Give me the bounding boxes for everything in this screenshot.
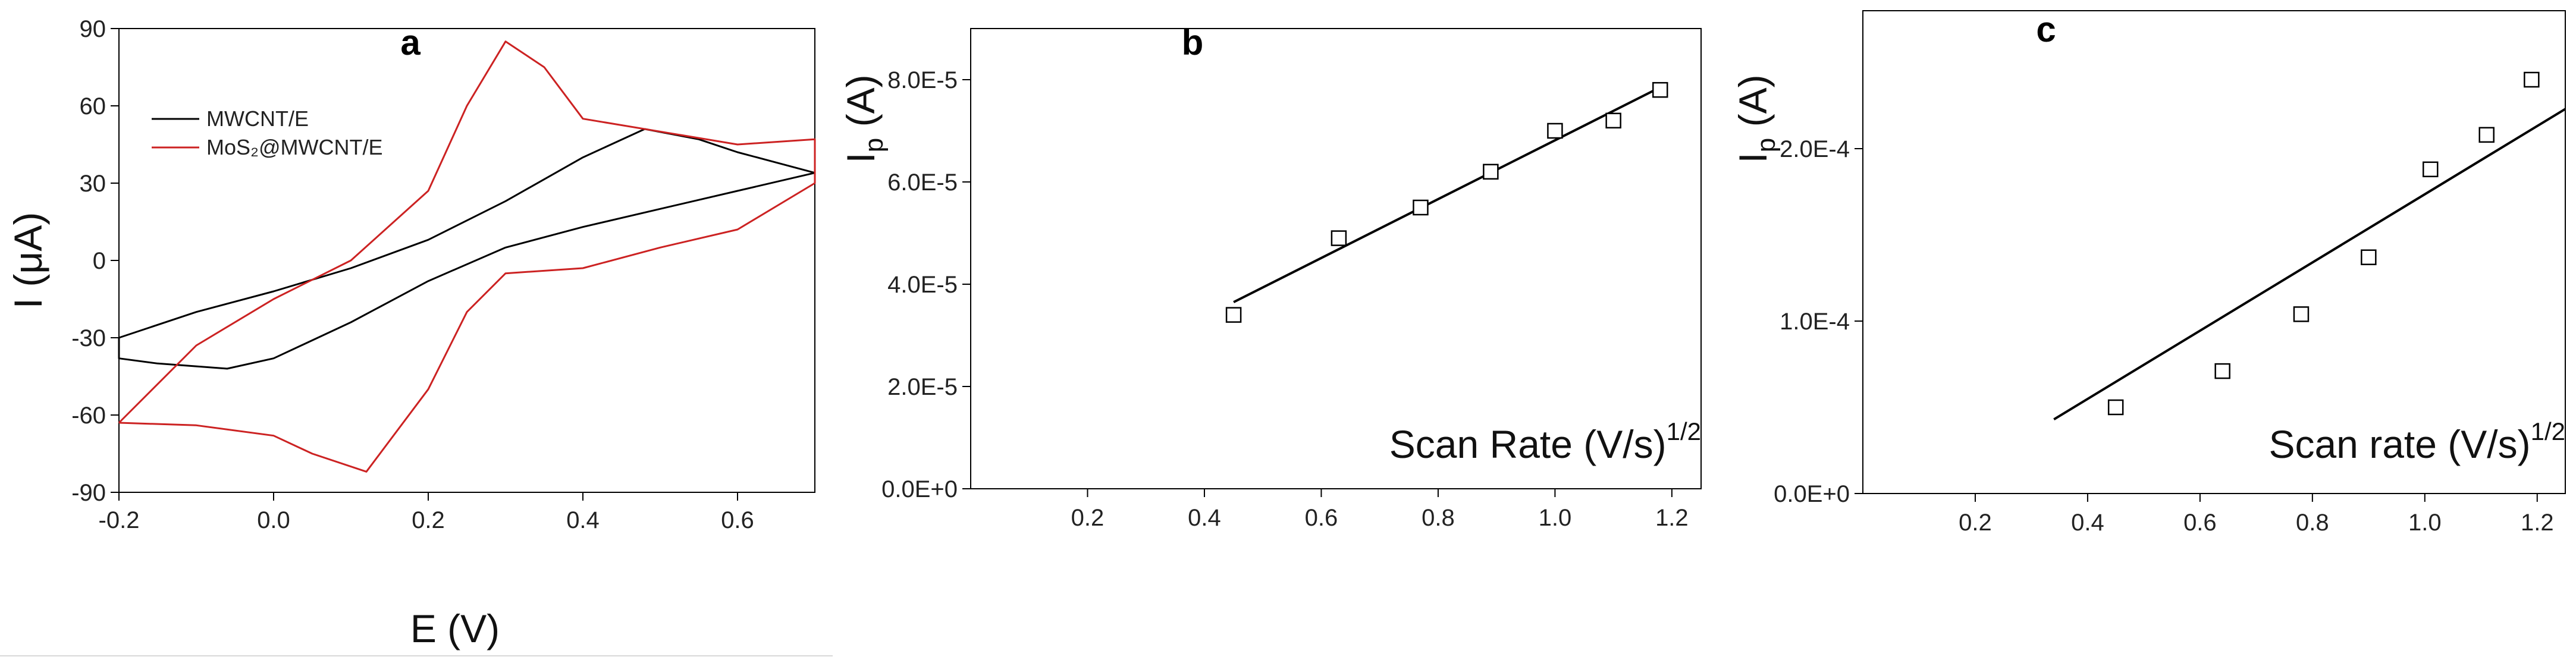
data-point	[2524, 71, 2540, 88]
scan-rate-chart-c: 0.2 0.4 0.6 0.8 1.0 1.2 0.0E+0 1.0E-4 2.0E-4 c Ip …	[1731, 10, 2566, 536]
x-tick-label: 0.0	[257, 507, 290, 533]
legend-label: MWCNT/E	[206, 106, 309, 131]
x-tick-label: 0.4	[2071, 510, 2104, 536]
y-tick-label: 0	[93, 248, 106, 274]
y-tick-label: 0.0E+0	[881, 476, 958, 502]
series-line-mwcnt	[118, 128, 816, 370]
y-tick-label: 2.0E-5	[887, 374, 958, 400]
y-tick-label: 90	[80, 16, 106, 42]
x-tick-label: 1.2	[1655, 505, 1689, 531]
y-axis-title-main: I	[1731, 152, 1775, 163]
y-tick-label: 4.0E-5	[887, 272, 958, 298]
y-tick-label: 1.0E-4	[1780, 309, 1850, 335]
data-point	[1652, 81, 1668, 98]
y-tick-label: -90	[71, 480, 106, 506]
y-axis-title: Ip (A)	[839, 74, 889, 163]
y-axis-title: Ip (A)	[1731, 74, 1781, 163]
data-point	[2293, 306, 2310, 322]
y-tick-label: 2.0E-4	[1780, 136, 1850, 162]
panel-c: 0.2 0.4 0.6 0.8 1.0 1.2 0.0E+0 1.0E-4 2.0E-4 c Ip …	[1725, 0, 2576, 660]
x-tick-label: 0.6	[721, 507, 754, 533]
x-axis-title: Scan rate (V/s)1/2	[2268, 417, 2565, 466]
y-tick-label: 0.0E+0	[1774, 481, 1850, 507]
x-tick-label: 0.6	[1305, 505, 1338, 531]
x-tick-label: 1.0	[2408, 510, 2442, 536]
x-tick-label: 1.0	[1539, 505, 1572, 531]
series-line-mos2-mwcnt	[118, 40, 816, 473]
x-tick-label: 1.2	[2521, 510, 2554, 536]
panel-letter-a: a	[400, 23, 421, 62]
data-point	[2422, 161, 2439, 178]
y-axis-title-unit: (A)	[1731, 74, 1775, 137]
cv-chart: -0.2 0.0 0.2 0.4 0.6 -90 -60 -30 0 30 60 90 MWCNT/E M…	[6, 16, 816, 650]
fit-line	[1233, 86, 1661, 303]
data-point	[1547, 122, 1563, 139]
data-point	[2107, 399, 2124, 416]
x-tick-label: 0.2	[412, 507, 445, 533]
plot-frame	[970, 28, 1702, 489]
y-tick-label: 30	[80, 171, 106, 197]
data-point	[2478, 127, 2495, 143]
legend-label: MoS₂@MWCNT/E	[206, 135, 383, 159]
scan-rate-chart-b: 0.2 0.4 0.6 0.8 1.0 1.2 0.0E+0 2.0E-5 4.0E-5 6.0E…	[839, 23, 1702, 531]
x-axis-title-superscript: 1/2	[2531, 417, 2565, 445]
panel-letter-b: b	[1182, 23, 1204, 62]
data-point	[1331, 230, 1347, 246]
x-axis-title: Scan Rate (V/s)1/2	[1389, 417, 1701, 466]
x-tick-label: 0.6	[2183, 510, 2217, 536]
y-tick-label: 6.0E-5	[887, 169, 958, 196]
y-tick-label: 8.0E-5	[887, 67, 958, 93]
x-tick-label: 0.4	[1188, 505, 1221, 531]
x-tick-label: 0.2	[1071, 505, 1105, 531]
data-point	[1605, 112, 1621, 129]
panel-b: 0.2 0.4 0.6 0.8 1.0 1.2 0.0E+0 2.0E-5 4.0E-5 6.0E…	[833, 0, 1725, 660]
data-point	[1413, 199, 1429, 216]
panel-a: -0.2 0.0 0.2 0.4 0.6 -90 -60 -30 0 30 60 90 MWCNT/E M…	[0, 0, 833, 660]
data-point	[1483, 164, 1499, 180]
fit-line	[2053, 108, 2566, 421]
y-tick-label: -60	[71, 403, 106, 429]
x-axis-title-main: Scan rate (V/s)	[2268, 422, 2530, 466]
data-point	[2214, 363, 2230, 379]
y-axis-title-main: I	[839, 152, 883, 163]
x-axis-title-main: Scan Rate (V/s)	[1389, 422, 1667, 466]
y-tick-label: 60	[80, 93, 106, 120]
x-axis-title: E (V)	[410, 606, 500, 650]
x-tick-label: 0.2	[1959, 510, 1992, 536]
y-axis-title: I (μA)	[6, 212, 50, 309]
y-axis-title-unit: (A)	[839, 74, 883, 137]
y-axis-title-subscript: p	[859, 138, 889, 152]
data-point	[1225, 307, 1242, 323]
x-axis-title-superscript: 1/2	[1667, 417, 1701, 445]
x-tick-label: -0.2	[99, 507, 140, 533]
y-tick-label: -30	[71, 325, 106, 351]
x-tick-label: 0.8	[2296, 510, 2329, 536]
x-tick-label: 0.8	[1422, 505, 1455, 531]
data-point	[2361, 249, 2377, 265]
panel-letter-c: c	[2036, 10, 2056, 49]
x-tick-label: 0.4	[566, 507, 600, 533]
y-axis-title-subscript: p	[1752, 138, 1781, 152]
bottom-divider	[0, 655, 833, 656]
plot-frame	[1862, 10, 2566, 494]
plot-frame	[118, 28, 815, 493]
